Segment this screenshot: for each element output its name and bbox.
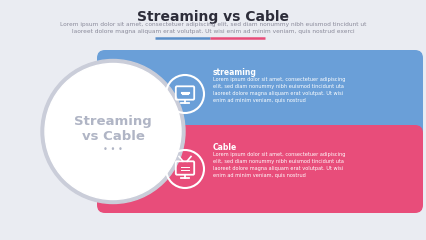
Text: vs Cable: vs Cable — [81, 130, 144, 143]
Text: Lorem ipsum dolor sit amet, consectetuer adipiscing
elit, sed diam nonummy nibh : Lorem ipsum dolor sit amet, consectetuer… — [213, 77, 345, 103]
Text: Lorem ipsum dolor sit amet, consectetuer adipiscing
elit, sed diam nonummy nibh : Lorem ipsum dolor sit amet, consectetuer… — [213, 152, 345, 178]
Text: Streaming: Streaming — [74, 115, 152, 128]
FancyBboxPatch shape — [97, 125, 423, 213]
Text: Lorem ipsum dolor sit amet, consectetuer adipiscing elit, sed diam nonummy nibh : Lorem ipsum dolor sit amet, consectetuer… — [60, 22, 366, 27]
Text: Cable: Cable — [213, 143, 237, 152]
Text: laoreet dolore magna aliquam erat volutpat. Ut wisi enim ad minim veniam, quis n: laoreet dolore magna aliquam erat volutp… — [72, 29, 354, 34]
FancyBboxPatch shape — [97, 50, 423, 138]
Text: • • •: • • • — [103, 145, 123, 154]
Text: Streaming vs Cable: Streaming vs Cable — [137, 10, 289, 24]
Circle shape — [45, 64, 181, 199]
Circle shape — [41, 60, 185, 204]
Text: streaming: streaming — [213, 68, 257, 77]
